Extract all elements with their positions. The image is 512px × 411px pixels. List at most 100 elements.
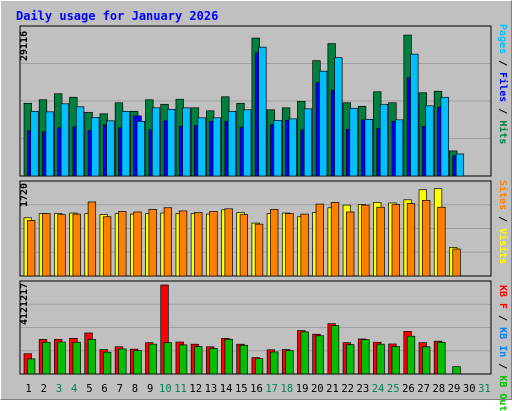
sites-bar-day-12 xyxy=(194,212,203,277)
pages-bar-day-10 xyxy=(167,108,176,177)
day-label-24: 24 xyxy=(372,383,385,395)
kb-out-bar-day-15 xyxy=(239,344,248,375)
pages-bar-day-24 xyxy=(379,103,389,177)
sites-bar-day-11 xyxy=(178,210,188,277)
day-label-15: 15 xyxy=(235,383,248,395)
pages-bar-day-29 xyxy=(455,153,465,177)
hits-panel-max-label: 29116 xyxy=(19,30,30,61)
kbytes-panel-max-label: 4121217 xyxy=(19,282,30,325)
sites-bar-day-15 xyxy=(239,214,248,277)
kb-out-bar-day-4 xyxy=(72,341,81,375)
sites-bar-day-13 xyxy=(209,211,218,277)
kb-out-bar-day-19 xyxy=(300,331,309,375)
sites-bar-day-5 xyxy=(87,201,97,277)
kb-out-bar-day-18 xyxy=(285,350,294,375)
chart-title: Daily usage for January 2026 xyxy=(16,9,219,23)
day-label-25: 25 xyxy=(387,383,400,395)
day-label-26: 26 xyxy=(402,383,415,395)
kb-out-bar-day-16 xyxy=(254,358,264,375)
day-label-1: 1 xyxy=(25,383,31,395)
pages-bar-day-28 xyxy=(440,96,449,177)
kb-out-bar-day-6 xyxy=(102,351,112,375)
kb-out-bar-day-29 xyxy=(452,366,461,375)
day-label-12: 12 xyxy=(189,383,202,395)
pages-bar-day-11 xyxy=(182,107,191,177)
sites-bar-day-27 xyxy=(422,199,431,277)
pages-bar-day-23 xyxy=(364,118,373,177)
visits-panel-legend: Sites / Visits xyxy=(497,180,508,264)
sites-bar-day-24 xyxy=(376,206,385,277)
kb-out-bar-day-26 xyxy=(406,335,416,375)
day-label-18: 18 xyxy=(281,383,294,395)
kb-out-bar-day-1 xyxy=(26,358,36,375)
pages-bar-day-18 xyxy=(288,118,297,177)
kb-out-bar-day-23 xyxy=(361,339,370,375)
sites-bar-day-19 xyxy=(300,213,309,277)
sites-bar-day-23 xyxy=(361,204,370,277)
sites-bar-day-8 xyxy=(133,211,142,277)
pages-bar-day-3 xyxy=(60,103,70,177)
pages-bar-day-12 xyxy=(197,117,206,177)
day-label-29: 29 xyxy=(448,383,461,395)
pages-bar-day-1 xyxy=(30,110,39,177)
kb-out-bar-day-12 xyxy=(194,346,203,375)
legend-separator: / xyxy=(497,357,508,376)
day-label-16: 16 xyxy=(250,383,263,395)
day-label-28: 28 xyxy=(432,383,445,395)
kb-out-bar-day-22 xyxy=(346,344,355,375)
pages-bar-day-9 xyxy=(151,107,161,177)
sites-bar-day-29 xyxy=(452,248,461,277)
day-label-8: 8 xyxy=(132,383,138,395)
pages-bar-day-13 xyxy=(212,117,221,177)
pages-bar-day-25 xyxy=(394,119,404,177)
pages-bar-day-21 xyxy=(334,57,343,177)
visits-panel-max-label: 1720 xyxy=(19,182,30,207)
pages-bar-day-14 xyxy=(227,110,237,177)
pages-bar-day-15 xyxy=(243,109,252,177)
kb-out-bar-day-17 xyxy=(270,351,279,375)
sites-bar-day-28 xyxy=(437,206,446,277)
sites-bar-day-6 xyxy=(102,216,112,277)
legend-kb-f: KB F xyxy=(497,285,508,310)
legend-separator: / xyxy=(497,54,508,73)
sites-bar-day-25 xyxy=(391,204,400,277)
legend-pages: Pages xyxy=(497,24,508,55)
kb-out-bar-day-2 xyxy=(42,341,51,375)
legend-sites: Sites xyxy=(497,180,508,211)
pages-bar-day-22 xyxy=(349,107,358,177)
sites-bar-day-1 xyxy=(26,220,36,277)
pages-bar-day-5 xyxy=(91,116,100,177)
kb-out-bar-day-8 xyxy=(133,350,142,375)
day-label-13: 13 xyxy=(205,383,218,395)
kb-out-bar-day-10 xyxy=(163,342,173,375)
legend-visits: Visits xyxy=(497,228,508,265)
day-label-5: 5 xyxy=(86,383,92,395)
pages-bar-day-16 xyxy=(258,46,267,177)
legend-kb-out: KB Out xyxy=(497,375,508,411)
sites-bar-day-26 xyxy=(406,203,416,277)
day-label-3: 3 xyxy=(56,383,62,395)
kb-out-bar-day-13 xyxy=(209,348,218,375)
sites-bar-day-3 xyxy=(57,214,66,277)
sites-bar-day-7 xyxy=(118,211,127,277)
sites-bar-day-4 xyxy=(72,213,81,277)
kb-out-bar-day-27 xyxy=(422,346,431,375)
pages-bar-day-7 xyxy=(121,110,130,177)
kb-out-bar-day-3 xyxy=(57,341,66,375)
day-label-23: 23 xyxy=(357,383,370,395)
day-label-4: 4 xyxy=(71,383,77,395)
sites-bar-day-16 xyxy=(254,223,264,277)
pages-bar-day-17 xyxy=(273,119,282,177)
usage-chart: 1 2 3 4 5 6 7 8 9 10 11 12 13 14 15 16 17 18 19 20 21 22 23 24 2… xyxy=(19,25,492,395)
sites-bar-day-9 xyxy=(148,208,157,277)
kb-out-bar-day-5 xyxy=(87,339,97,375)
kb-out-bar-day-28 xyxy=(437,341,446,375)
day-label-20: 20 xyxy=(311,383,324,395)
pages-bar-day-4 xyxy=(75,106,85,177)
pages-bar-day-20 xyxy=(319,70,328,177)
day-label-30: 30 xyxy=(463,383,476,395)
day-label-9: 9 xyxy=(147,383,153,395)
legend-separator: / xyxy=(497,210,508,229)
sites-bar-day-22 xyxy=(346,211,355,277)
kb-out-bar-day-9 xyxy=(148,343,157,375)
